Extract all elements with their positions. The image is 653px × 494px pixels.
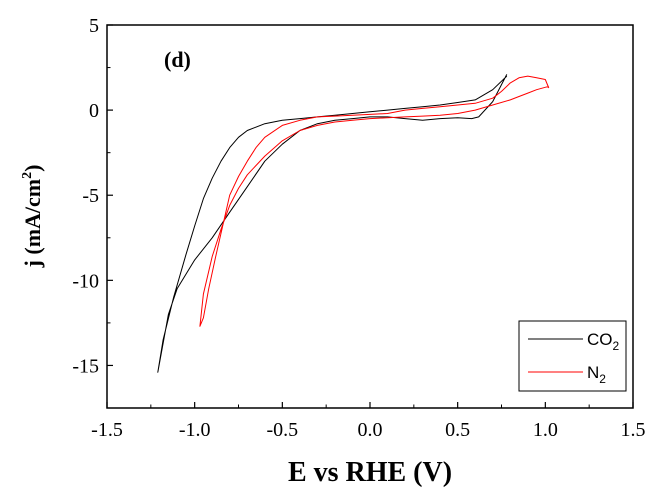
legend-label-co2-main: CO [587,330,613,349]
y-axis-title-end: ) [20,165,45,172]
y-axis-title-main: j (mA/cm [20,179,45,269]
series-line-co2 [157,74,508,373]
legend-label-co2: CO2 [587,330,620,353]
y-axis-ticks: 5 0 -5 -10 -15 [72,15,113,409]
x-tick-label: -1.5 [91,419,123,441]
legend-label-co2-sub: 2 [613,339,620,353]
y-tick-label: -15 [72,355,99,377]
series-line-n2 [199,75,550,327]
x-axis-title: E vs RHE (V) [288,457,452,488]
panel-label: (d) [164,47,191,72]
x-axis-ticks: -1.5 -1.0 -0.5 0.0 0.5 1.0 1.5 [91,402,646,441]
legend-box [518,320,627,392]
x-tick-label: -0.5 [266,419,298,441]
legend-label-n2-sub: 2 [599,372,606,386]
series-layer [157,74,550,373]
y-tick-label: 0 [89,100,99,122]
y-tick-label: -5 [82,185,99,207]
legend: CO2 N2 [518,320,627,392]
y-axis-title-sup: 2 [20,172,35,179]
x-tick-label: -1.0 [179,419,211,441]
x-tick-label: 0.5 [445,419,470,441]
legend-label-n2: N2 [587,363,606,386]
x-tick-label: 1.5 [621,419,646,441]
y-axis-title: j (mA/cm2) [20,165,45,269]
x-tick-label: 0.0 [358,419,383,441]
x-tick-label: 1.0 [533,419,558,441]
legend-label-n2-main: N [587,363,599,382]
y-tick-label: 5 [89,15,99,37]
y-tick-label: -10 [72,270,99,292]
